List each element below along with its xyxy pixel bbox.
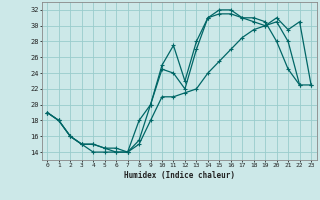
X-axis label: Humidex (Indice chaleur): Humidex (Indice chaleur): [124, 171, 235, 180]
